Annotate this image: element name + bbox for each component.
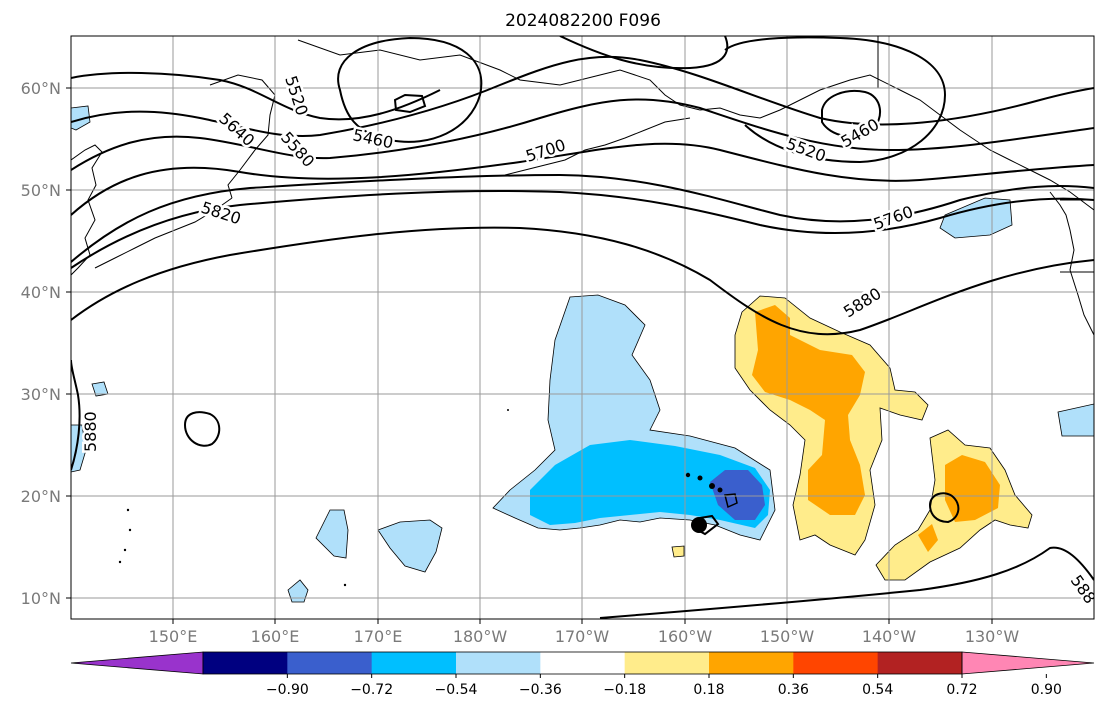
map-title: 2024082200 F096 xyxy=(505,11,661,31)
alaska-coastline xyxy=(297,39,1094,211)
colorbar-segment xyxy=(371,652,457,674)
colorbar-segment xyxy=(877,652,963,674)
colorbar-tick-label: 0.18 xyxy=(693,682,724,698)
negative-anomaly-core xyxy=(530,440,770,528)
colorbar-tick-label: 0.54 xyxy=(862,682,893,698)
aleutian-islands xyxy=(504,117,691,176)
colorbar-tick-label: −0.18 xyxy=(603,682,646,698)
hawaii-islet-3 xyxy=(709,483,715,489)
contour-5760 xyxy=(71,173,1094,263)
colorbar-tick-label: −0.54 xyxy=(435,682,478,698)
lon-label: 180°W xyxy=(453,627,508,646)
contour-5820 xyxy=(71,189,1094,269)
colorbar-segment xyxy=(624,652,710,674)
contour-5700 xyxy=(71,142,1094,216)
contour-low-west xyxy=(393,93,427,114)
lon-label: 140°W xyxy=(862,627,917,646)
lon-label: 150°W xyxy=(760,627,815,646)
map-plot-area: 5640 5520 5580 5460 5700 5520 5460 5820 … xyxy=(71,36,1094,619)
latitude-labels: 60°N 50°N 40°N 30°N 20°N 10°N xyxy=(21,79,61,608)
graticule xyxy=(71,36,1094,619)
contour-east-closed xyxy=(928,492,960,524)
colorbar-tick-label: 0.90 xyxy=(1031,682,1062,698)
colorbar: −0.90 −0.72 −0.54 −0.36 −0.18 0.18 0.36 0.54 0.7… xyxy=(70,651,1095,698)
lat-label: 50°N xyxy=(21,181,61,200)
contour-5880-south xyxy=(599,546,1094,619)
colorbar-tick-label: 0.72 xyxy=(946,682,977,698)
lat-label: 40°N xyxy=(21,283,61,302)
pacific-islet-3 xyxy=(123,548,127,552)
lat-label: 60°N xyxy=(21,79,61,98)
lon-label: 150°E xyxy=(149,627,198,646)
axis-ticks xyxy=(66,87,993,624)
pacific-islet-5 xyxy=(343,583,347,587)
negative-anomaly-patch-east-edge xyxy=(1057,403,1094,437)
contour-label: 5880 xyxy=(81,411,100,452)
pacific-islet-4 xyxy=(118,560,122,564)
contour-5580-wave xyxy=(559,36,729,70)
positive-anomaly-patch-tiny xyxy=(671,545,685,558)
negative-anomaly-patch-nw xyxy=(71,105,91,131)
lon-label: 160°W xyxy=(658,627,713,646)
colorbar-segment xyxy=(540,652,626,674)
lat-label: 30°N xyxy=(21,385,61,404)
lon-label: 130°W xyxy=(965,627,1020,646)
pacific-islet-1 xyxy=(126,508,130,512)
lat-label: 10°N xyxy=(21,589,61,608)
colorbar-tick-label: −0.72 xyxy=(350,682,393,698)
colorbar-tick-label: 0.36 xyxy=(778,682,809,698)
contour-5460-west xyxy=(337,36,483,143)
hawaii-island xyxy=(724,493,738,509)
contour-high-closed xyxy=(183,411,221,447)
anomaly-fills xyxy=(71,105,1094,603)
lon-label: 170°E xyxy=(354,627,403,646)
negative-anomaly-patch-south xyxy=(287,579,309,603)
positive-anomaly-core-small xyxy=(918,524,938,552)
positive-anomaly-core-north xyxy=(752,305,865,515)
colorbar-segment xyxy=(287,652,373,674)
colorbar-frame xyxy=(202,651,963,675)
north-america-coastline xyxy=(1049,191,1094,336)
colorbar-tick-label: −0.36 xyxy=(519,682,562,698)
negative-anomaly-patch-central xyxy=(377,519,443,573)
height-contours xyxy=(71,36,1094,619)
contour-5640 xyxy=(71,98,1094,171)
colorbar-tick-label: −0.90 xyxy=(266,682,309,698)
contour-5520-east xyxy=(724,36,947,164)
hawaii-islet-1 xyxy=(685,472,691,478)
contour-5880-west xyxy=(71,226,1094,336)
pacific-islet-6 xyxy=(507,409,509,411)
lat-label: 20°N xyxy=(21,487,61,506)
colorbar-segment xyxy=(203,652,288,674)
pacific-islet-2 xyxy=(128,528,132,532)
kuril-islands xyxy=(94,197,233,269)
kamchatka-coastline xyxy=(209,74,276,199)
contour-5460-east xyxy=(821,90,881,138)
negative-anomaly-patch-west xyxy=(315,509,349,559)
contour-5520-west xyxy=(71,71,441,121)
contour-hawaii-dot xyxy=(691,517,707,533)
longitude-labels: 150°E 160°E 170°E 180°W 170°W 160°W 150°… xyxy=(149,627,1020,646)
colorbar-segment xyxy=(709,652,794,674)
lon-label: 170°W xyxy=(555,627,610,646)
hawaii-islet-4 xyxy=(717,487,723,493)
negative-anomaly-patch-northeast xyxy=(939,197,1013,239)
colorbar-extend-min xyxy=(70,651,204,675)
colorbar-segment xyxy=(456,652,541,674)
colorbar-segment xyxy=(793,652,879,674)
contour-5880-west-edge xyxy=(71,359,81,471)
contour-5580 xyxy=(71,55,1094,138)
lon-label: 160°E xyxy=(251,627,300,646)
hawaii-islet-2 xyxy=(697,475,703,481)
colorbar-extend-max xyxy=(961,651,1095,675)
negative-anomaly-peak xyxy=(710,470,765,520)
